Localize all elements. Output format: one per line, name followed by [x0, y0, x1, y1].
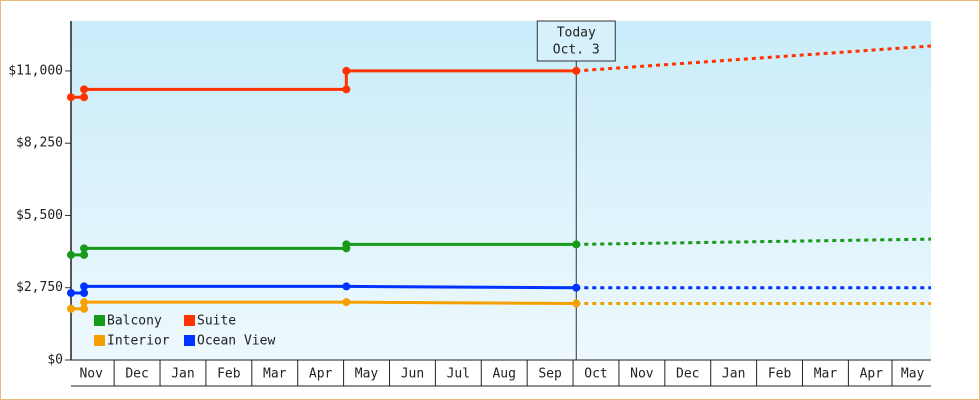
legend-swatch	[94, 335, 105, 346]
y-tick-label: $8,250	[16, 136, 63, 151]
x-tick-label: Jan	[722, 367, 745, 382]
data-point	[67, 288, 75, 297]
x-tick-label: Sep	[538, 367, 562, 382]
x-tick-label: May	[901, 367, 925, 382]
data-point	[80, 85, 89, 94]
x-tick-label: Nov	[79, 367, 103, 382]
x-tick-label: Jan	[171, 367, 194, 382]
data-point	[80, 304, 89, 313]
data-point	[67, 250, 75, 259]
legend-label: Interior	[107, 334, 170, 349]
legend-label: Ocean View	[197, 334, 275, 349]
data-point	[80, 93, 89, 102]
legend-swatch	[184, 315, 195, 326]
legend-swatch	[94, 315, 105, 326]
data-point	[572, 283, 581, 292]
data-point	[67, 93, 75, 102]
x-tick-label: Oct	[584, 367, 607, 382]
y-tick-label: $2,750	[16, 280, 63, 295]
x-tick-label: Mar	[814, 367, 838, 382]
data-point	[342, 66, 351, 75]
x-tick-label: Jul	[447, 367, 470, 382]
data-point	[572, 240, 581, 249]
forecast-line	[576, 237, 932, 246]
x-tick-label: Mar	[263, 367, 287, 382]
today-label: Today	[557, 26, 596, 41]
forecast-line	[576, 44, 932, 73]
y-tick-label: $11,000	[8, 63, 63, 78]
today-label: Oct. 3	[553, 43, 600, 58]
data-point	[572, 299, 581, 308]
x-tick-label: Nov	[630, 367, 654, 382]
x-tick-label: Feb	[217, 367, 241, 382]
x-tick-label: Jun	[401, 367, 424, 382]
legend-label: Suite	[197, 314, 236, 329]
x-tick-label: Apr	[309, 367, 333, 382]
today-box	[536, 20, 616, 62]
x-tick-label: Aug	[492, 367, 515, 382]
data-point	[80, 250, 89, 259]
data-point	[80, 244, 89, 253]
data-point	[342, 85, 351, 94]
legend-swatch	[184, 335, 195, 346]
y-tick-label: $5,500	[16, 208, 63, 223]
data-point	[342, 298, 351, 307]
x-tick-label: May	[355, 367, 379, 382]
x-tick-label: Dec	[125, 367, 148, 382]
data-point	[342, 282, 351, 291]
x-tick-label: Feb	[768, 367, 792, 382]
data-point	[572, 66, 581, 75]
data-point	[80, 288, 89, 297]
data-point	[67, 304, 75, 313]
x-tick-label: Dec	[676, 367, 699, 382]
data-point	[80, 298, 89, 307]
x-tick-label: Apr	[860, 367, 884, 382]
legend-label: Balcony	[107, 314, 162, 329]
data-point	[80, 282, 89, 291]
y-tick-label: $0	[47, 353, 63, 368]
data-point	[342, 240, 351, 249]
